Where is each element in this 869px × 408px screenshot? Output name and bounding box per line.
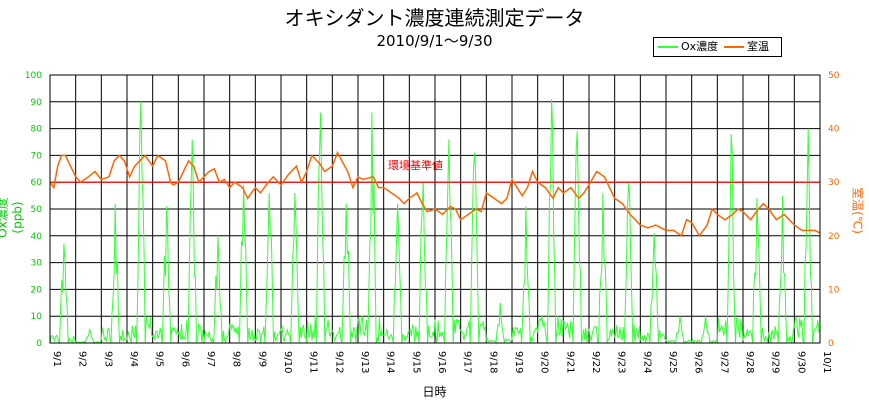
legend-swatch-ox xyxy=(658,46,678,48)
y-tick-label-left: 40 xyxy=(31,232,43,242)
reference-line-label: 環境基準値 xyxy=(388,158,443,172)
x-tick-label: 9/20 xyxy=(539,351,550,373)
chart-title: オキシダント濃度連続測定データ xyxy=(284,6,585,30)
chart-subtitle: 2010/9/1～9/30 xyxy=(376,32,493,50)
x-tick-label: 9/11 xyxy=(308,351,319,373)
y-tick-label-left: 70 xyxy=(31,151,43,161)
x-tick-label: 9/2 xyxy=(77,351,88,367)
y-tick-label-right: 0 xyxy=(828,339,834,349)
x-tick-label: 9/7 xyxy=(205,351,216,367)
legend-item-temp: 室温 xyxy=(724,39,769,55)
x-tick-label: 9/27 xyxy=(718,351,729,373)
x-tick-label: 9/19 xyxy=(513,351,524,373)
y-tick-label-right: 10 xyxy=(828,285,840,295)
y-tick-label-left: 50 xyxy=(31,205,43,215)
y-tick-label-left: 60 xyxy=(31,178,43,188)
x-tick-label: 9/12 xyxy=(333,351,344,373)
series-line-temp xyxy=(49,150,821,238)
x-tick-label: 9/17 xyxy=(462,351,473,373)
y-tick-label-right: 20 xyxy=(828,232,840,242)
x-tick-label: 9/5 xyxy=(154,351,165,367)
y-tick-label-left: 10 xyxy=(31,312,43,322)
x-tick-label: 9/22 xyxy=(590,351,601,373)
y-tick-label-left: 0 xyxy=(36,339,42,349)
x-tick-label: 9/18 xyxy=(487,351,498,373)
x-tick-label: 9/21 xyxy=(564,351,575,373)
x-tick-label: 9/8 xyxy=(231,351,242,367)
y-tick-label-left: 100 xyxy=(25,71,42,81)
x-axis-label: 日時 xyxy=(422,385,447,399)
y-tick-label-right: 30 xyxy=(828,178,840,188)
legend-item-ox: Ox濃度 xyxy=(658,39,718,55)
x-tick-label: 9/1 xyxy=(51,351,62,367)
x-tick-label: 10/1 xyxy=(821,351,832,373)
legend-label-ox: Ox濃度 xyxy=(681,40,719,53)
y-tick-label-right: 40 xyxy=(828,125,840,135)
legend-swatch-temp xyxy=(724,46,744,48)
chart-legend: Ox濃度 室温 xyxy=(653,37,782,57)
x-tick-label: 9/10 xyxy=(282,351,293,373)
y-tick-label-right: 50 xyxy=(828,71,840,81)
legend-label-temp: 室温 xyxy=(747,40,769,53)
x-tick-label: 9/24 xyxy=(641,351,652,373)
x-tick-label: 9/14 xyxy=(385,351,396,373)
y-tick-label-left: 30 xyxy=(31,259,43,269)
x-tick-label: 9/25 xyxy=(667,351,678,373)
x-tick-label: 9/4 xyxy=(128,351,139,367)
x-tick-label: 9/26 xyxy=(693,351,704,373)
x-tick-label: 9/28 xyxy=(744,351,755,373)
y-tick-label-left: 20 xyxy=(31,285,43,295)
y-tick-label-left: 90 xyxy=(31,98,43,108)
x-tick-label: 9/30 xyxy=(795,351,806,373)
x-tick-label: 9/9 xyxy=(256,351,267,367)
x-tick-label: 9/29 xyxy=(770,351,781,373)
x-tick-label: 9/23 xyxy=(616,351,627,373)
x-tick-label: 9/15 xyxy=(410,351,421,373)
x-tick-label: 9/6 xyxy=(179,351,190,367)
x-tick-label: 9/16 xyxy=(436,351,447,373)
x-tick-label: 9/3 xyxy=(102,351,113,367)
x-tick-label: 9/13 xyxy=(359,351,370,373)
series-line-ox xyxy=(49,99,820,345)
y-tick-label-left: 80 xyxy=(31,125,43,135)
plot-frame xyxy=(49,74,821,344)
